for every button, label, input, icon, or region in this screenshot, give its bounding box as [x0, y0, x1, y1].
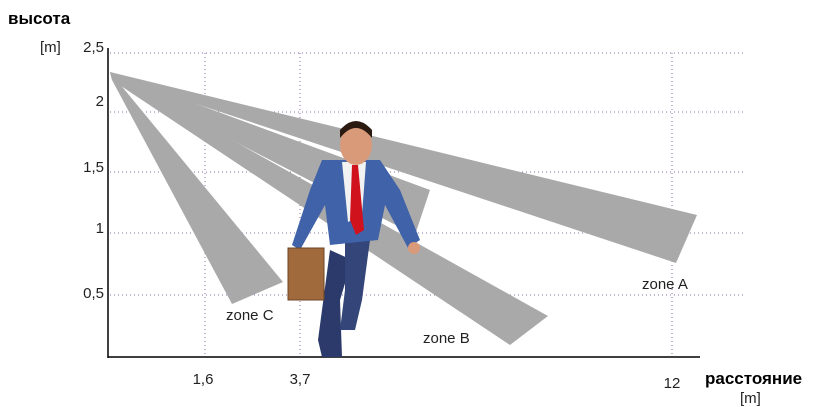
x-unit: [m] — [740, 390, 761, 407]
y-title: высота — [8, 9, 71, 28]
zone-label: zone A — [642, 276, 688, 293]
y-unit: [m] — [40, 39, 61, 56]
x-tick-label: 12 — [664, 375, 681, 392]
y-tick-label: 0,5 — [83, 285, 104, 302]
zone-label: zone C — [226, 307, 274, 324]
diagram: высота [m] 2,5 2 1,5 1 0,5 1,6 3,7 12 ра… — [0, 0, 826, 407]
zone-label: zone B — [423, 330, 470, 347]
x-title: расстояние — [705, 369, 802, 388]
y-tick-label: 1,5 — [83, 159, 104, 176]
x-tick-label: 1,6 — [193, 371, 214, 388]
x-tick-label: 3,7 — [290, 371, 311, 388]
y-tick-label: 2 — [96, 93, 104, 110]
y-tick-label: 1 — [96, 220, 104, 237]
y-tick-label: 2,5 — [83, 39, 104, 56]
